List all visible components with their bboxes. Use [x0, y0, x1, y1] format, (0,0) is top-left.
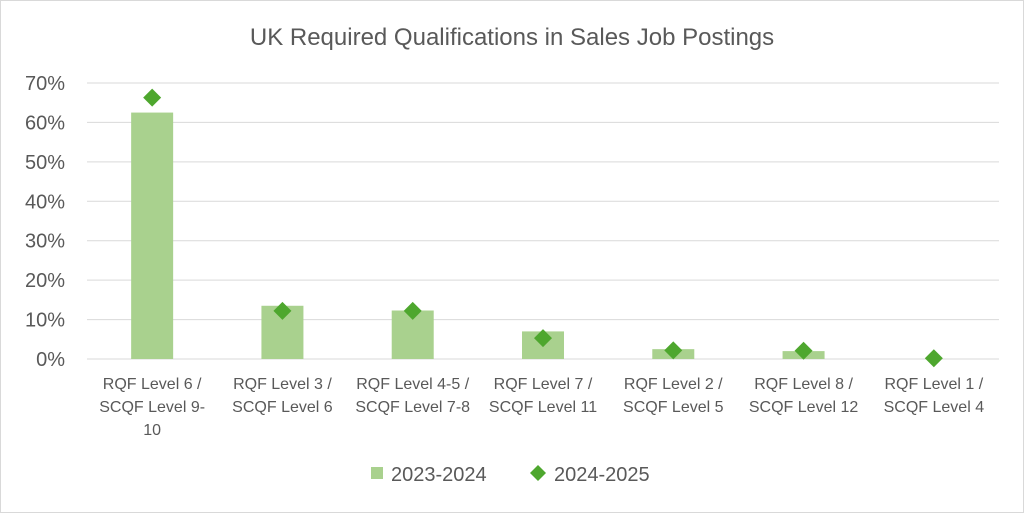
legend: 2023-2024 2024-2025 — [371, 464, 650, 486]
x-category-label: RQF Level 3 /SCQF Level 6 — [232, 376, 333, 416]
bar-series — [131, 112, 825, 359]
gridlines — [87, 82, 999, 360]
y-axis-ticks: 0% 10% 20% 30% 40% 50% 60% 70% — [25, 73, 65, 371]
y-tick-label: 70% — [25, 73, 65, 95]
x-axis-categories: RQF Level 6 /SCQF Level 9-10 RQF Level 3 … — [99, 376, 984, 439]
diamond-marker — [664, 341, 683, 360]
diamond-marker — [143, 88, 162, 107]
y-tick-label: 40% — [25, 191, 65, 213]
diamond-marker — [924, 349, 943, 368]
legend-swatch-2024-2025 — [530, 465, 546, 481]
bar — [131, 112, 174, 359]
y-tick-label: 60% — [25, 112, 65, 134]
x-category-label: RQF Level 4-5 /SCQF Level 7-8 — [355, 376, 470, 416]
x-category-label: RQF Level 7 /SCQF Level 11 — [489, 376, 597, 416]
diamond-marker — [273, 301, 292, 320]
x-category-label: RQF Level 2 /SCQF Level 5 — [623, 376, 724, 416]
legend-label-2023-2024: 2023-2024 — [391, 464, 487, 486]
x-category-label: RQF Level 6 /SCQF Level 9-10 — [99, 376, 205, 439]
diamond-marker — [403, 301, 422, 320]
diamond-marker — [794, 341, 813, 360]
diamond-marker — [534, 329, 552, 348]
y-tick-label: 20% — [25, 270, 65, 292]
marker-series — [143, 88, 943, 368]
x-category-label: RQF Level 8 /SCQF Level 12 — [749, 376, 858, 416]
y-tick-label: 50% — [25, 152, 65, 174]
y-tick-label: 30% — [25, 231, 65, 253]
legend-swatch-2023-2024 — [371, 467, 383, 479]
chart-title: UK Required Qualifications in Sales Job … — [250, 24, 774, 51]
x-category-label: RQF Level 1 /SCQF Level 4 — [884, 376, 985, 416]
y-tick-label: 0% — [36, 349, 65, 371]
y-tick-label: 10% — [25, 310, 65, 332]
legend-label-2024-2025: 2024-2025 — [554, 464, 650, 486]
